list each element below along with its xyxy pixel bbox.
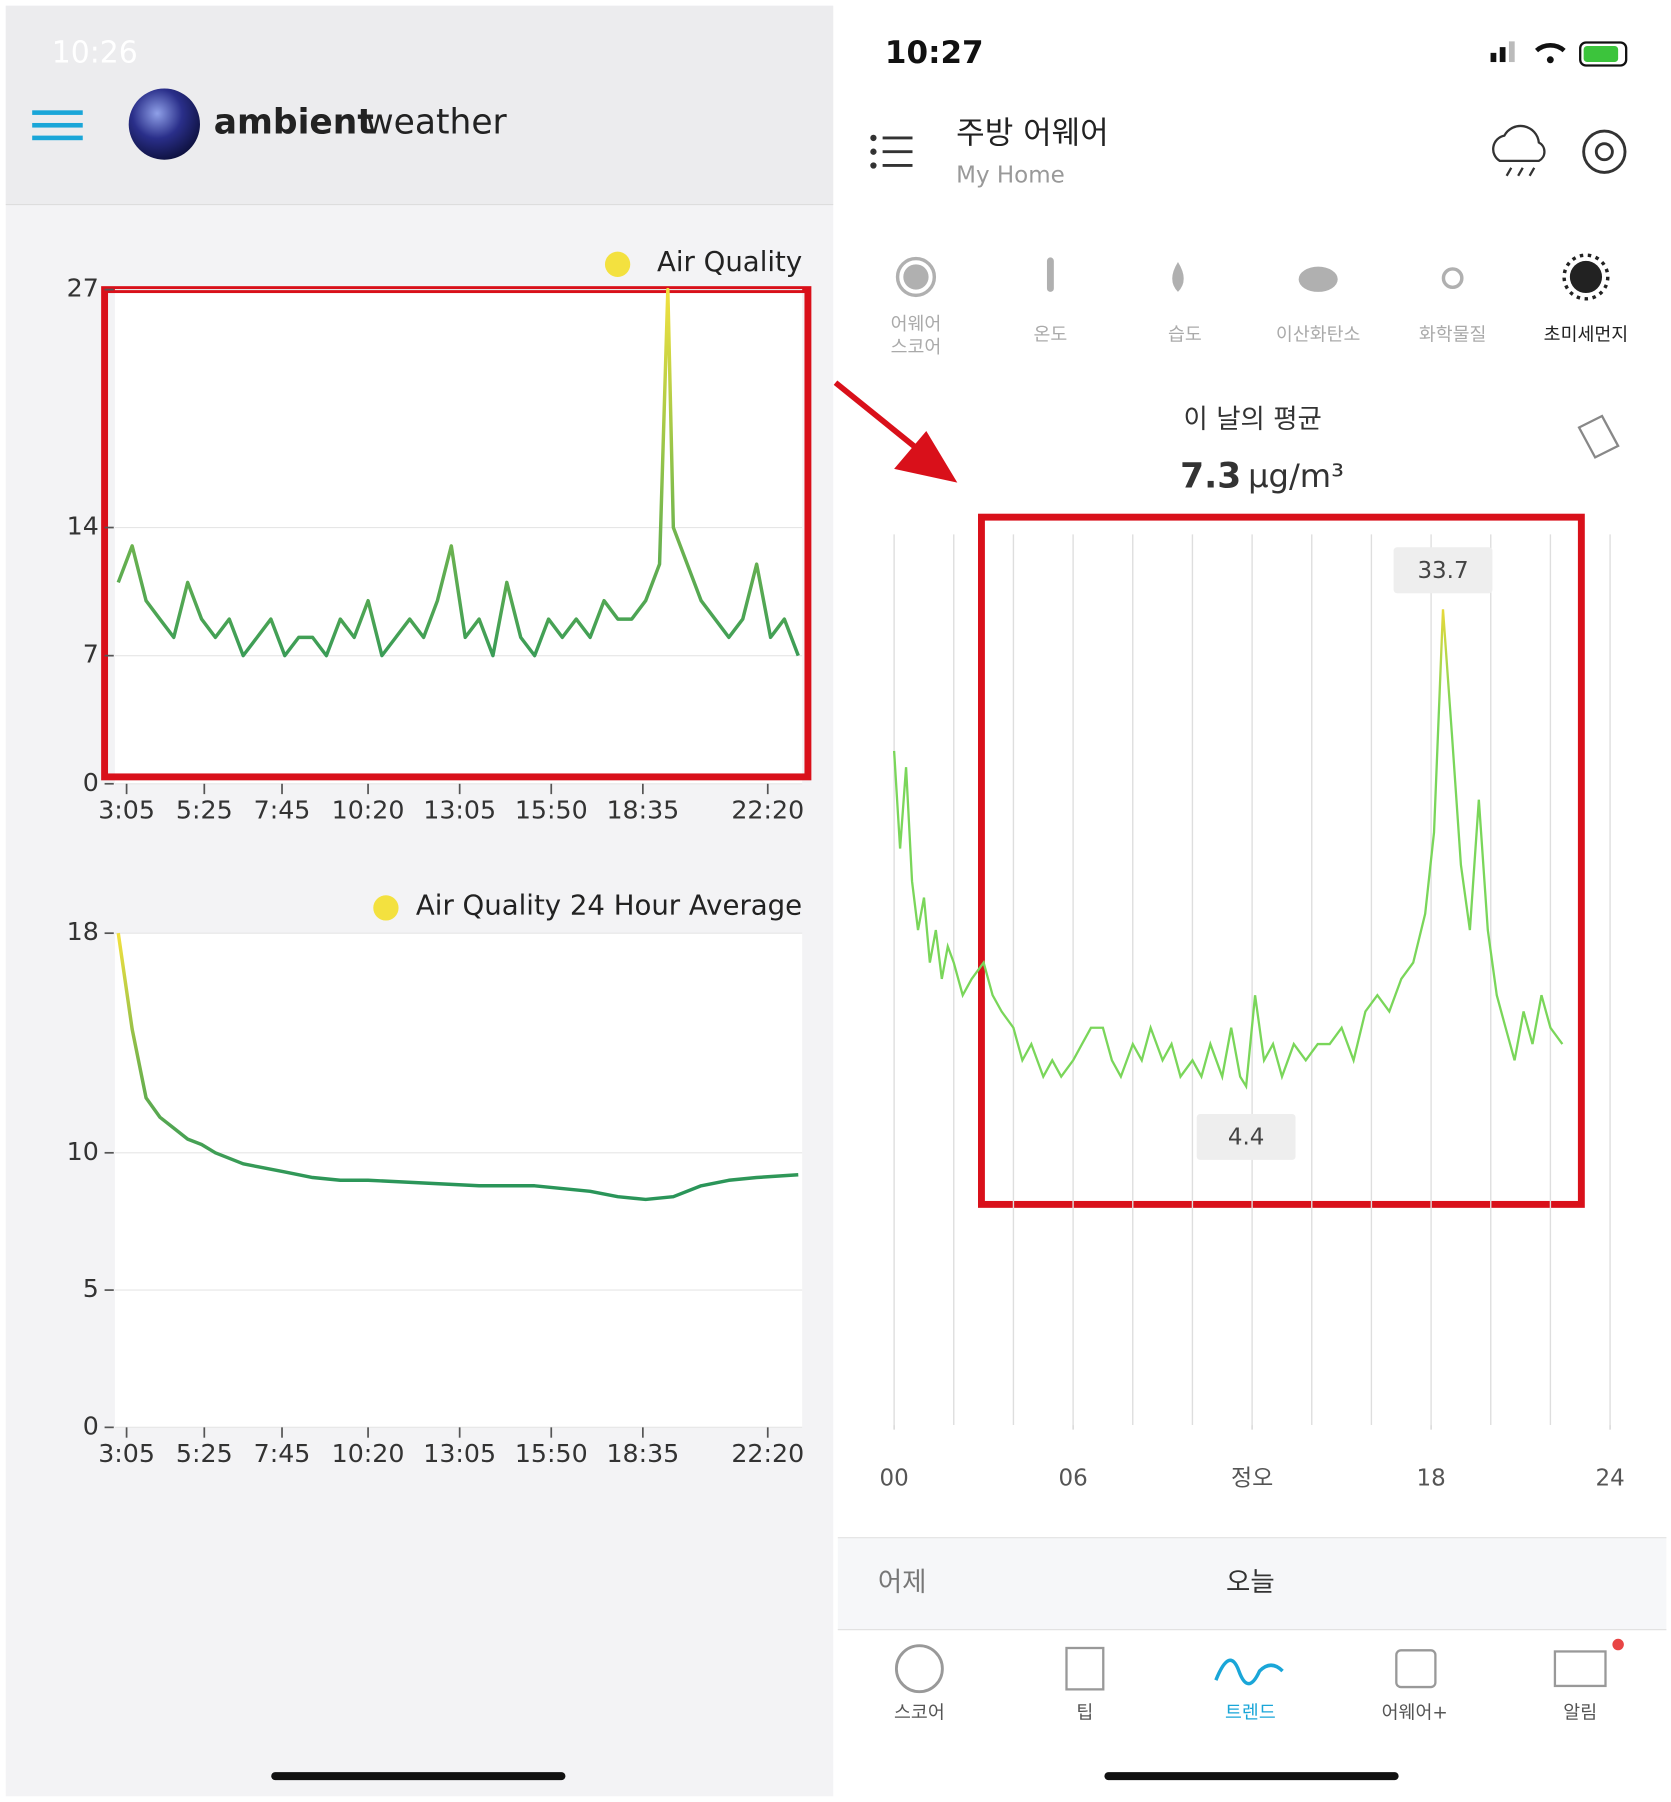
x-tick-label: 10:20 xyxy=(332,795,405,824)
legend-label: Air Quality xyxy=(657,245,802,278)
line-series xyxy=(116,932,799,1202)
tab-icon[interactable] xyxy=(1046,257,1054,292)
nav-icon[interactable] xyxy=(1553,1650,1607,1688)
average-unit: µg/m³ xyxy=(1248,457,1344,495)
callout xyxy=(1196,1113,1296,1160)
y-tick-label: 0 xyxy=(83,1411,99,1440)
legend-label: Air Quality 24 Hour Average xyxy=(416,889,802,922)
plot-area xyxy=(114,933,803,1428)
x-tick-label: 5:25 xyxy=(176,1439,233,1468)
legend-swatch xyxy=(373,895,399,921)
tab-icon[interactable] xyxy=(1172,262,1184,292)
x-tick-label: 5:25 xyxy=(176,795,233,824)
legend-swatch xyxy=(604,251,631,277)
tab-label[interactable]: 스코어 xyxy=(891,337,942,358)
y-tick-label: 14 xyxy=(67,512,99,541)
device-name: 주방 어웨어 xyxy=(956,115,1109,151)
nav-label[interactable]: 스코어 xyxy=(894,1703,945,1724)
tab-icon[interactable] xyxy=(1569,260,1603,294)
settings-icon[interactable] xyxy=(1582,129,1627,174)
x-tick-label: 15:50 xyxy=(515,795,588,824)
tab-icon[interactable] xyxy=(1441,267,1464,290)
status-time: 10:27 xyxy=(885,35,984,71)
nav-icon[interactable] xyxy=(1395,1649,1437,1689)
home-bar xyxy=(271,1772,566,1781)
brand: weather xyxy=(365,103,507,143)
x-tick-label: 13:05 xyxy=(423,1439,496,1468)
nav-label[interactable]: 트렌드 xyxy=(1225,1703,1276,1724)
x-tick-label: 3:05 xyxy=(98,795,155,824)
badge xyxy=(1612,1638,1624,1651)
x-tick-label: 18 xyxy=(1416,1466,1445,1492)
nav-icon[interactable] xyxy=(1065,1646,1105,1691)
y-tick-label: 27 xyxy=(67,274,99,303)
x-tick-label: 7:45 xyxy=(254,1439,311,1468)
y-tick-label: 10 xyxy=(67,1137,99,1166)
line-series xyxy=(892,609,1564,1090)
arrow xyxy=(833,380,958,483)
x-tick-label: 22:20 xyxy=(731,1439,804,1468)
x-tick-label: 22:20 xyxy=(731,795,804,824)
location: My Home xyxy=(956,162,1065,188)
x-tick-label: 18:35 xyxy=(606,1439,679,1468)
x-tick-label: 00 xyxy=(879,1466,908,1492)
brand: ambient xyxy=(214,103,374,143)
average-label: 이 날의 평균 xyxy=(1184,404,1322,435)
status-time: 10:26 xyxy=(52,36,138,71)
nav-icon[interactable] xyxy=(894,1644,944,1694)
tab-label[interactable]: 어웨어 xyxy=(891,314,942,335)
plot-area xyxy=(114,289,803,784)
tab-label[interactable]: 초미세먼지 xyxy=(1544,325,1629,346)
tab-icon[interactable] xyxy=(1562,253,1610,301)
x-tick-label: 정오 xyxy=(1231,1466,1273,1492)
nav-icon[interactable] xyxy=(1214,1658,1284,1686)
tab-icon[interactable] xyxy=(1298,266,1338,292)
home-bar xyxy=(1104,1772,1399,1781)
highlight-frame xyxy=(978,513,1585,1208)
day-tab[interactable]: 어제 xyxy=(878,1567,927,1598)
average-value: 7.3 xyxy=(1180,457,1241,497)
x-tick-label: 15:50 xyxy=(515,1439,588,1468)
x-tick-label: 06 xyxy=(1058,1466,1087,1492)
nav-label[interactable]: 팁 xyxy=(1076,1703,1093,1724)
y-tick-label: 0 xyxy=(83,768,99,797)
y-tick-label: 5 xyxy=(83,1274,99,1303)
x-tick-label: 24 xyxy=(1595,1466,1624,1492)
x-tick-label: 10:20 xyxy=(332,1439,405,1468)
nav-label[interactable]: 어웨어+ xyxy=(1382,1703,1448,1724)
y-tick-label: 7 xyxy=(83,640,99,669)
nav-label[interactable]: 알림 xyxy=(1563,1703,1597,1724)
line-series xyxy=(116,287,800,658)
tab-label[interactable]: 온도 xyxy=(1034,325,1068,346)
callout-label: 4.4 xyxy=(1228,1125,1265,1151)
tab-icon[interactable] xyxy=(903,264,929,290)
list-icon[interactable] xyxy=(870,134,913,169)
tab-icon[interactable] xyxy=(895,256,937,298)
day-tabs xyxy=(837,1537,1667,1630)
x-tick-label: 3:05 xyxy=(98,1439,155,1468)
menu-icon[interactable] xyxy=(32,110,83,141)
x-tick-label: 13:05 xyxy=(423,795,496,824)
logo xyxy=(128,88,200,160)
tab-label[interactable]: 습도 xyxy=(1168,325,1202,346)
weather-icon[interactable] xyxy=(1492,124,1546,177)
day-tab[interactable]: 오늘 xyxy=(1226,1567,1275,1598)
x-tick-label: 7:45 xyxy=(254,795,311,824)
rotate-icon[interactable] xyxy=(1577,414,1620,459)
y-tick-label: 18 xyxy=(67,917,99,946)
x-tick-label: 18:35 xyxy=(606,795,679,824)
tab-label[interactable]: 화학물질 xyxy=(1419,325,1487,346)
callout-label: 33.7 xyxy=(1417,558,1468,584)
status-icons xyxy=(1490,41,1628,67)
tab-label[interactable]: 이산화탄소 xyxy=(1276,325,1361,346)
callout xyxy=(1393,547,1493,594)
